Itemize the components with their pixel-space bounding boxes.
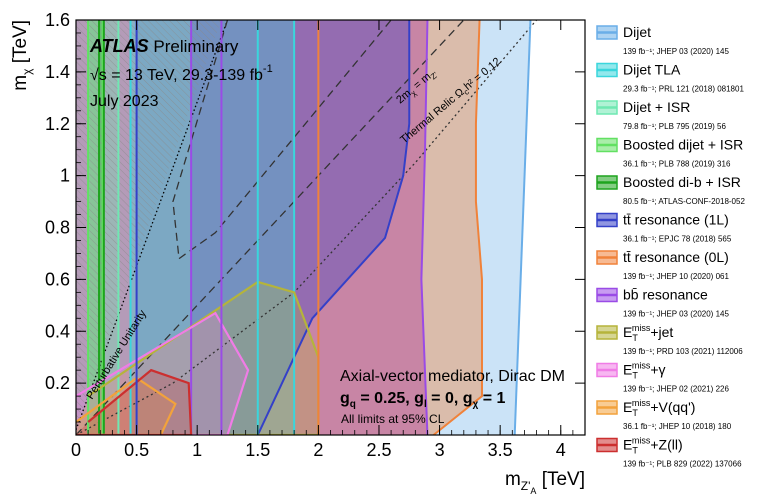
series-line-8-high (420, 20, 429, 435)
x-tick-label: 4 (556, 440, 566, 460)
y-tick-label: 1 (60, 166, 70, 186)
x-tick-label: 0.5 (124, 440, 149, 460)
series-line-11 (76, 376, 177, 435)
unitarity-hatch (76, 20, 222, 430)
unitarity-line (76, 20, 229, 431)
y-tick-label: 1.6 (45, 10, 70, 30)
legend-reference: 29.3 fb⁻¹; PRL 121 (2018) 081801 (623, 85, 744, 94)
series-line-1-high (513, 20, 532, 435)
y-tick-label: 0.6 (45, 269, 70, 289)
axes: 0 0.5 1 1.5 2 2.5 3 3.5 4 0.2 0.4 0.6 0.8 1 1.2 1.4 1.6 m… (10, 10, 586, 496)
cl-label: All limits at 95% CL (341, 412, 445, 426)
x-tick-label: 3 (435, 440, 445, 460)
series-line-12 (76, 368, 193, 435)
legend-entry: bb̄ resonance 139 fb⁻¹; JHEP 03 (2020) 14… (596, 287, 729, 319)
relic-curve-inner (172, 20, 392, 260)
legend-label: Dijet + ISR (623, 99, 690, 115)
legend-label: tt̄ resonance (0L) (623, 249, 729, 265)
legend-reference: 139 fb⁻¹; PLB 829 (2022) 137066 (623, 460, 742, 469)
legend-entry: Dijet 139 fb⁻¹; JHEP 03 (2020) 145 (596, 24, 729, 56)
exclusion-fill-8 (191, 20, 428, 435)
legend-reference: 36.1 fb⁻¹; PLB 788 (2019) 316 (623, 160, 731, 169)
series-line-7 (432, 20, 483, 435)
series-line-6 (256, 20, 411, 435)
y-tick-label: 1.4 (45, 62, 70, 82)
legend-reference: 139 fb⁻¹; JHEP 10 (2020) 061 (623, 272, 729, 281)
legend-reference: 80.5 fb⁻¹; ATLAS-CONF-2018-052 (623, 197, 745, 206)
couplings-label: gq = 0.25, gl = 0, gχ = 1 (340, 390, 506, 410)
legend-reference: 139 fb⁻¹; PRD 103 (2021) 112006 (623, 347, 743, 356)
y-axis-label: mχ [TeV] (10, 20, 34, 91)
x-axis-label: mZ'A [TeV] (505, 469, 585, 496)
y-tick-label: 1.2 (45, 114, 70, 134)
legend-reference: 36.1 fb⁻¹; EPJC 78 (2018) 565 (623, 235, 732, 244)
legend-entry: Boosted dijet + ISR 36.1 fb⁻¹; PLB 788 (2… (596, 137, 743, 169)
legend-reference: 139 fb⁻¹; JHEP 03 (2020) 145 (623, 47, 729, 56)
legend: Dijet 139 fb⁻¹; JHEP 03 (2020) 145 Dijet T… (596, 24, 745, 469)
legend-reference: 139 fb⁻¹; JHEP 03 (2020) 145 (623, 310, 729, 319)
legend-reference: 36.1 fb⁻¹; JHEP 10 (2018) 180 (623, 422, 732, 431)
legend-entry: Boosted di-b + ISR 80.5 fb⁻¹; ATLAS-CONF-… (596, 174, 745, 206)
legend-label: Boosted dijet + ISR (623, 137, 743, 153)
series-line-9 (76, 280, 320, 435)
x-tick-label: 1.5 (245, 440, 270, 460)
legend-label: tt̄ resonance (1L) (623, 212, 729, 228)
plot-area (76, 20, 585, 435)
atlas-label: ATLAS Preliminary (89, 36, 239, 56)
x-tick-label: 1 (192, 440, 202, 460)
x-tick-label: 2.5 (366, 440, 391, 460)
legend-entry: tt̄ resonance (0L) 139 fb⁻¹; JHEP 10 (202… (596, 249, 729, 281)
legend-label: ETmiss+γ (623, 361, 666, 381)
diagonal-line (76, 20, 465, 435)
legend-entry: tt̄ resonance (1L) 36.1 fb⁻¹; EPJC 78 (20… (596, 212, 732, 244)
legend-label: Dijet (623, 24, 651, 40)
energy-label: √s = 13 TeV, 29.3-139 fb-1 (90, 63, 273, 84)
legend-reference: 79.8 fb⁻¹; PLB 795 (2019) 56 (623, 122, 727, 131)
y-tick-label: 0.8 (45, 218, 70, 238)
legend-entry: Dijet TLA 29.3 fb⁻¹; PRL 121 (2018) 08180… (596, 62, 744, 94)
legend-entry: ETmiss+Z(ll) 139 fb⁻¹; PLB 829 (2022) 137… (596, 436, 742, 469)
legend-entry: ETmiss+V(qq') 36.1 fb⁻¹; JHEP 10 (2018) 1… (596, 398, 732, 431)
legend-reference: 139 fb⁻¹; JHEP 02 (2021) 226 (623, 385, 729, 394)
legend-entry: ETmiss+jet 139 fb⁻¹; PRD 103 (2021) 11200… (596, 323, 743, 356)
legend-label: Dijet TLA (623, 62, 681, 78)
y-tick-label: 0.2 (45, 373, 70, 393)
legend-label: ETmiss+jet (623, 323, 673, 343)
date-label: July 2023 (90, 93, 159, 110)
legend-label: Boosted di-b + ISR (623, 174, 741, 190)
y-tick-label: 0.4 (45, 321, 70, 341)
legend-entry: ETmiss+γ 139 fb⁻¹; JHEP 02 (2021) 226 (596, 361, 729, 394)
legend-label: bb̄ resonance (623, 287, 708, 303)
x-tick-label: 3.5 (488, 440, 513, 460)
legend-label: ETmiss+Z(ll) (623, 436, 683, 456)
model-label: Axial-vector mediator, Dirac DM (340, 368, 565, 385)
series-line-10 (76, 311, 250, 435)
x-tick-label: 0 (71, 440, 81, 460)
legend-label: ETmiss+V(qq') (623, 398, 695, 418)
legend-entry: Dijet + ISR 79.8 fb⁻¹; PLB 795 (2019) 56 (596, 99, 727, 131)
x-tick-label: 2 (313, 440, 323, 460)
exclusion-fill-11 (76, 377, 176, 435)
